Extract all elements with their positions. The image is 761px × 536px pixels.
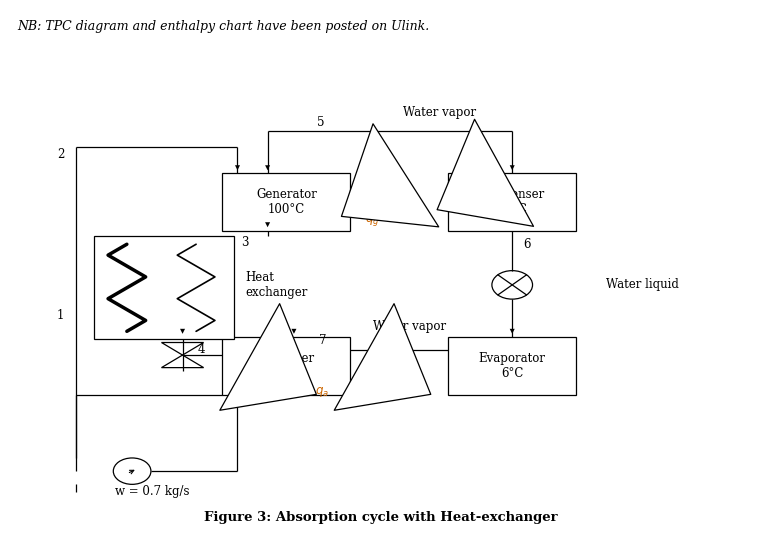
Text: 7: 7 (319, 334, 326, 347)
Text: Condenser
45°C: Condenser 45°C (480, 188, 544, 216)
Text: NB: TPC diagram and enthalpy chart have been posted on Ulink.: NB: TPC diagram and enthalpy chart have … (18, 20, 430, 33)
Text: Absorber
30°C: Absorber 30°C (259, 352, 314, 379)
Text: Evaporator
6°C: Evaporator 6°C (479, 352, 546, 379)
Text: 1: 1 (56, 309, 64, 322)
Text: Heat
exchanger: Heat exchanger (245, 271, 307, 299)
Text: 3: 3 (241, 236, 249, 249)
Text: 6: 6 (524, 238, 531, 251)
Text: 2: 2 (58, 148, 65, 161)
Text: Figure 3: Absorption cycle with Heat-exchanger: Figure 3: Absorption cycle with Heat-exc… (204, 511, 557, 524)
Text: $q_c$: $q_c$ (403, 202, 417, 216)
Text: Water vapor: Water vapor (403, 106, 476, 119)
Text: Generator
100°C: Generator 100°C (256, 188, 317, 216)
Text: w = 0.7 kg/s: w = 0.7 kg/s (115, 485, 189, 498)
Bar (448, 337, 576, 394)
Bar (222, 173, 350, 231)
Text: Water vapor: Water vapor (373, 319, 446, 332)
Bar (222, 337, 350, 394)
Text: $q_g$: $q_g$ (365, 213, 379, 228)
Bar (94, 236, 234, 339)
Text: $q_e$: $q_e$ (403, 385, 417, 399)
Text: Water liquid: Water liquid (607, 278, 679, 292)
Text: $q_a$: $q_a$ (315, 385, 329, 399)
Bar (448, 173, 576, 231)
Text: 4: 4 (198, 343, 205, 356)
Text: 5: 5 (317, 116, 324, 129)
